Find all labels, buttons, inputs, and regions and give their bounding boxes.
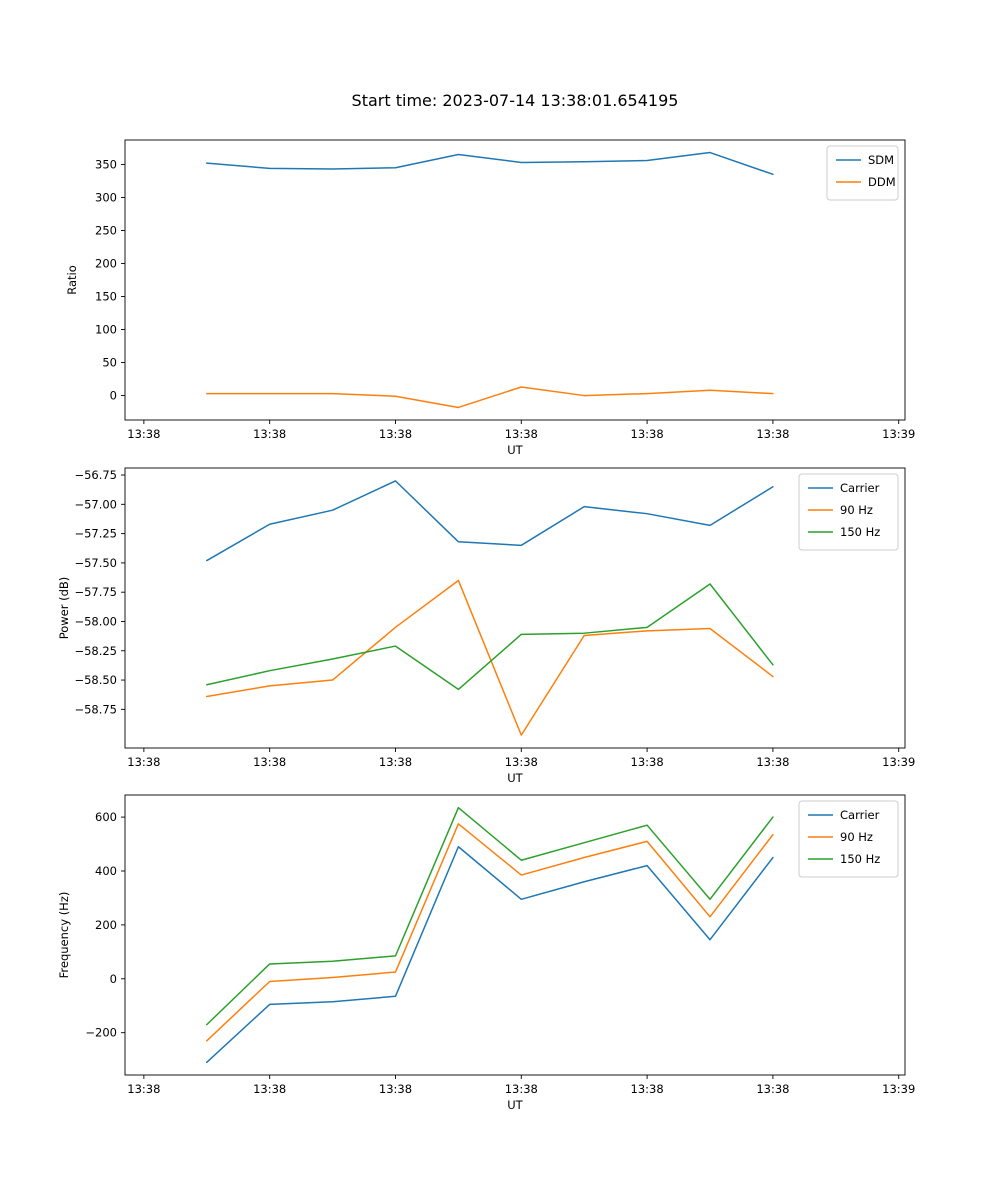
y-tick-label: 250 (95, 223, 117, 237)
y-tick-label: −57.50 (74, 556, 117, 570)
x-tick-label: 13:38 (505, 1082, 538, 1096)
x-tick-label: 13:38 (253, 427, 286, 441)
x-tick-label: 13:39 (882, 755, 915, 769)
ratio-x-axis-label: UT (507, 443, 523, 457)
frequency-x-axis-label: UT (507, 1098, 523, 1112)
series-line-150-hz (206, 583, 774, 691)
y-tick-label: 200 (95, 918, 117, 932)
axes-frame (124, 794, 906, 1076)
axes-frame (124, 139, 906, 421)
x-tick-label: 13:38 (379, 427, 412, 441)
series-line-90-hz (206, 823, 774, 1042)
x-tick-label: 13:38 (127, 755, 160, 769)
y-tick-label: −57.75 (74, 585, 117, 599)
series-line-90-hz (206, 579, 774, 736)
x-tick-label: 13:38 (253, 1082, 286, 1096)
x-tick-label: 13:38 (631, 1082, 664, 1096)
x-tick-label: 13:38 (505, 755, 538, 769)
y-tick-label: 600 (95, 810, 117, 824)
legend: Carrier 90 Hz 150 Hz (798, 473, 899, 551)
legend-label: 90 Hz (840, 830, 873, 844)
ratio-plot-area: 13:38 13:38 13:38 13:38 13:38 13:38 13:39 350 30… (95, 139, 915, 441)
y-axis-ticks: −56.75 −57.00 −57.25 −57.50 −57.75 −58.00 −58.… (74, 468, 125, 716)
legend-label: 150 Hz (840, 525, 880, 539)
legend-box (798, 800, 899, 878)
x-tick-label: 13:38 (631, 755, 664, 769)
y-tick-label: −58.75 (74, 702, 117, 716)
x-tick-label: 13:38 (756, 1082, 789, 1096)
x-tick-label: 13:38 (631, 427, 664, 441)
x-axis-ticks: 13:38 13:38 13:38 13:38 13:38 13:38 13:39 (127, 1075, 915, 1096)
x-tick-label: 13:38 (379, 755, 412, 769)
y-tick-label: 300 (95, 190, 117, 204)
power-x-axis-label: UT (507, 771, 523, 785)
series-line-carrier (206, 845, 774, 1064)
y-tick-label: 0 (110, 972, 117, 986)
y-tick-label: −57.00 (74, 497, 117, 511)
series-line-carrier (206, 480, 774, 562)
x-axis-ticks: 13:38 13:38 13:38 13:38 13:38 13:38 13:39 (127, 748, 915, 769)
y-tick-label: −56.75 (74, 468, 117, 482)
y-tick-label: 0 (110, 389, 117, 403)
y-tick-label: 150 (95, 290, 117, 304)
x-tick-label: 13:38 (756, 755, 789, 769)
legend-box (798, 473, 899, 551)
legend-label: Carrier (840, 808, 880, 822)
x-tick-label: 13:38 (756, 427, 789, 441)
x-tick-label: 13:38 (505, 427, 538, 441)
x-tick-label: 13:38 (127, 1082, 160, 1096)
power-plot-area: 13:38 13:38 13:38 13:38 13:38 13:38 13:39 −56.7… (74, 467, 915, 769)
legend-label: SDM (868, 153, 894, 167)
series-line-ddm (206, 386, 774, 409)
y-tick-label: 100 (95, 323, 117, 337)
x-tick-label: 13:38 (379, 1082, 412, 1096)
y-axis-ticks: 350 300 250 200 150 100 50 0 (95, 157, 125, 403)
axes-frame (124, 467, 906, 749)
x-tick-label: 13:39 (882, 427, 915, 441)
legend-label: 150 Hz (840, 852, 880, 866)
y-tick-label: −200 (85, 1026, 117, 1040)
figure-title: Start time: 2023-07-14 13:38:01.654195 (351, 91, 679, 110)
y-tick-label: 50 (102, 356, 117, 370)
x-tick-label: 13:39 (882, 1082, 915, 1096)
legend-label: Carrier (840, 481, 880, 495)
legend: Carrier 90 Hz 150 Hz (798, 800, 899, 878)
y-tick-label: −58.00 (74, 614, 117, 628)
x-tick-label: 13:38 (253, 755, 286, 769)
series-line-sdm (206, 151, 774, 176)
legend-label: 90 Hz (840, 503, 873, 517)
y-axis-ticks: 600 400 200 0 −200 (85, 810, 125, 1040)
legend-label: DDM (868, 175, 896, 189)
x-axis-ticks: 13:38 13:38 13:38 13:38 13:38 13:38 13:39 (127, 420, 915, 441)
legend: SDM DDM (826, 145, 899, 201)
y-tick-label: 350 (95, 157, 117, 171)
y-tick-label: −57.25 (74, 527, 117, 541)
y-tick-label: −58.50 (74, 673, 117, 687)
y-tick-label: 400 (95, 864, 117, 878)
y-tick-label: 200 (95, 256, 117, 270)
series-line-150-hz (206, 806, 774, 1026)
y-tick-label: −58.25 (74, 644, 117, 658)
frequency-plot-area: 13:38 13:38 13:38 13:38 13:38 13:38 13:39 600 40… (85, 794, 915, 1096)
x-tick-label: 13:38 (127, 427, 160, 441)
